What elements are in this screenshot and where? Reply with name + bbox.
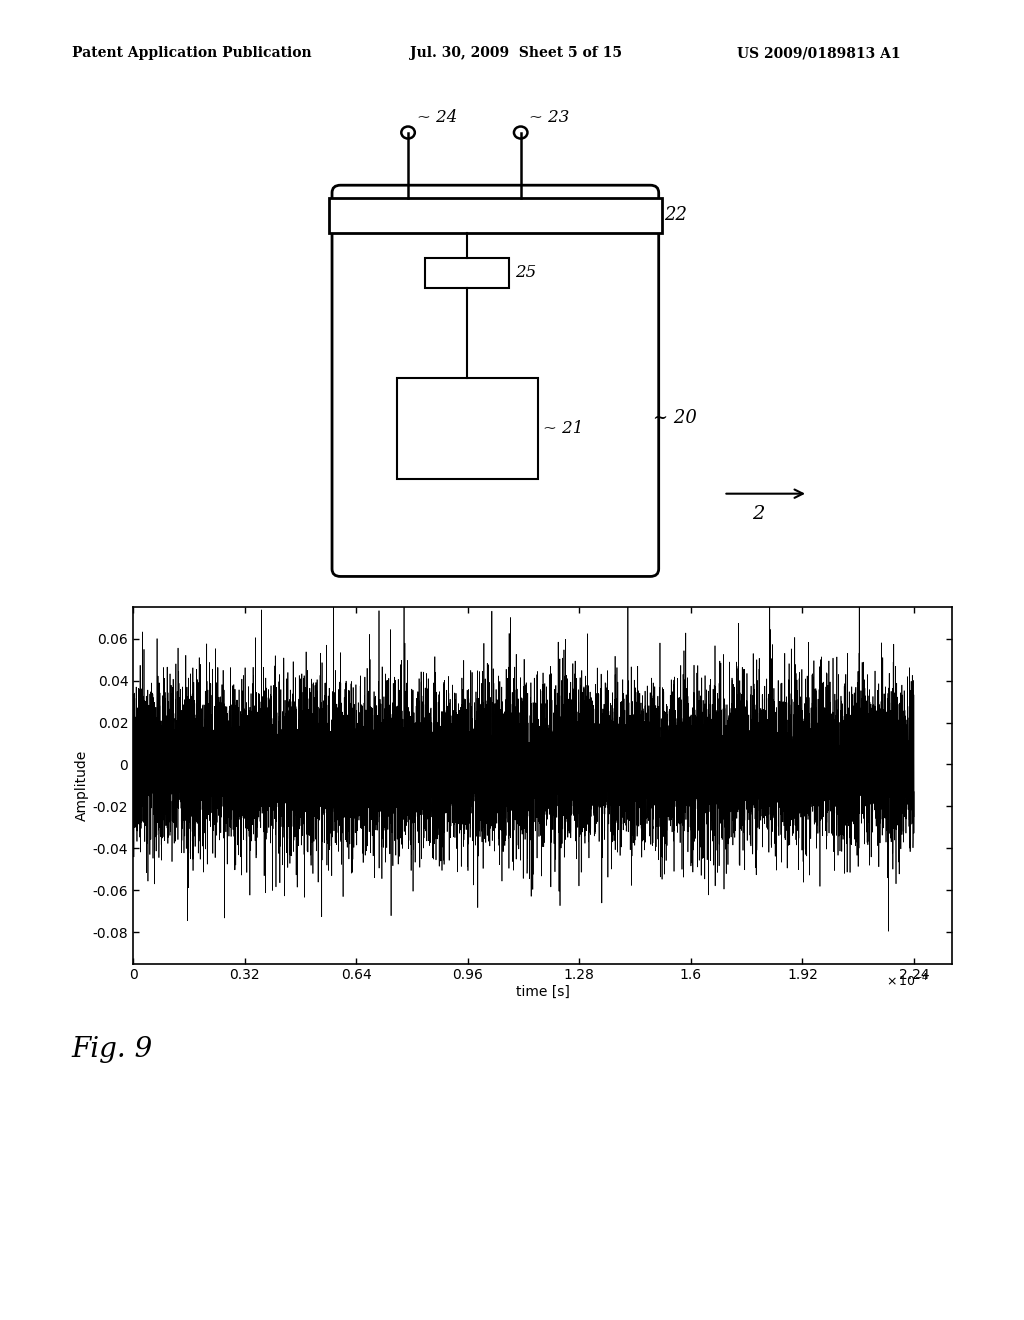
Text: Fig. 8: Fig. 8 [477,609,542,631]
FancyBboxPatch shape [425,257,510,288]
Text: 22: 22 [665,206,687,224]
Text: Fig. 9: Fig. 9 [72,1036,153,1063]
Text: ~ 20: ~ 20 [653,409,697,428]
FancyBboxPatch shape [332,185,658,577]
Text: ~ 23: ~ 23 [529,110,569,127]
X-axis label: time [s]: time [s] [516,985,569,999]
Text: ~ 21: ~ 21 [543,420,584,437]
FancyBboxPatch shape [330,198,662,232]
Text: 2: 2 [752,504,764,523]
Text: Patent Application Publication: Patent Application Publication [72,46,311,61]
FancyBboxPatch shape [397,379,538,479]
Y-axis label: Amplitude: Amplitude [75,750,88,821]
Text: ~ 24: ~ 24 [417,110,457,127]
Text: Jul. 30, 2009  Sheet 5 of 15: Jul. 30, 2009 Sheet 5 of 15 [410,46,622,61]
Text: US 2009/0189813 A1: US 2009/0189813 A1 [737,46,901,61]
Text: $\times\,10^{-4}$: $\times\,10^{-4}$ [886,973,929,990]
Text: 25: 25 [515,264,537,281]
